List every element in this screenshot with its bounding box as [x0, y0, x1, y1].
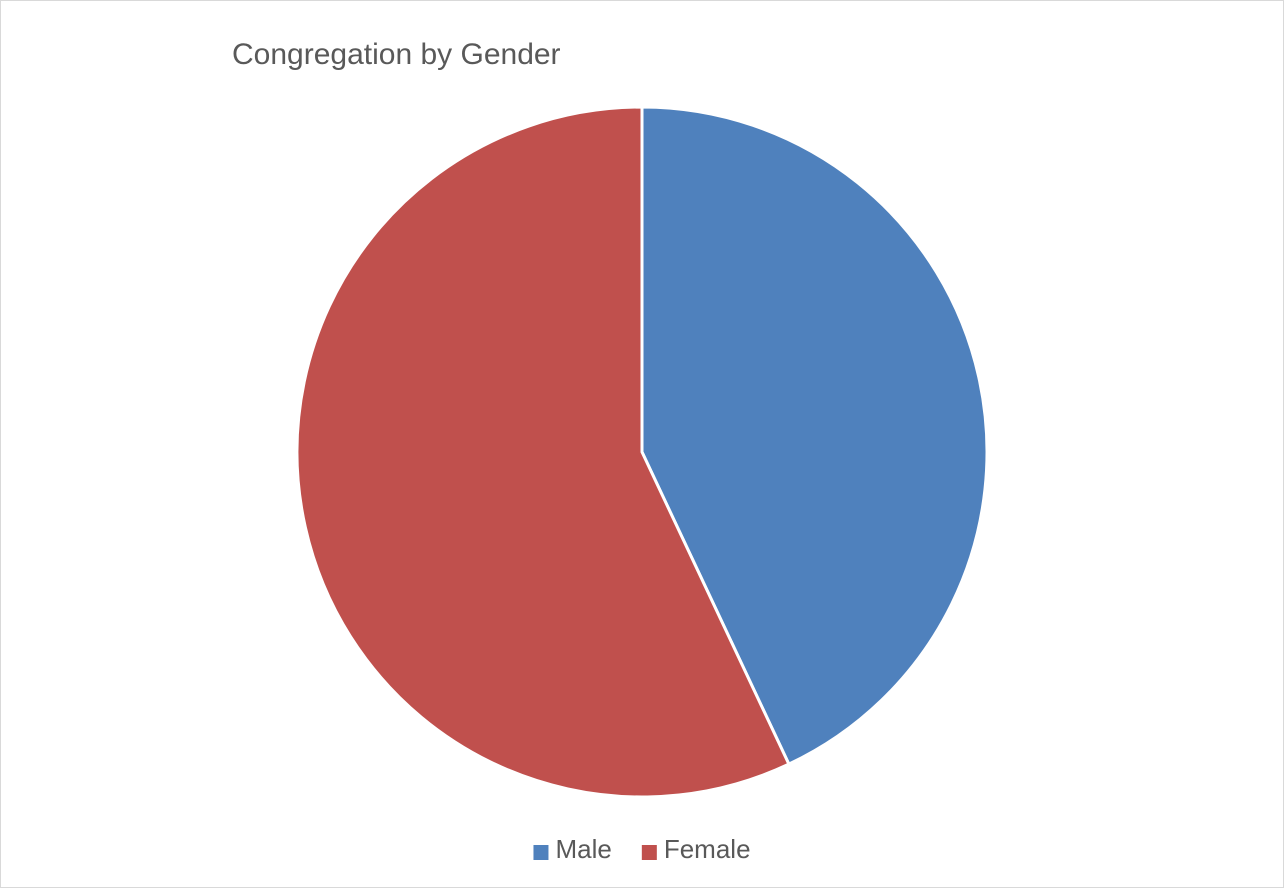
chart-title: Congregation by Gender [232, 38, 561, 71]
legend-swatch [533, 845, 549, 860]
legend-swatch [641, 845, 657, 860]
legend-label: Male [555, 834, 611, 864]
legend-label: Female [664, 834, 751, 864]
pie-slice [640, 105, 989, 767]
pie-slice [295, 105, 791, 799]
